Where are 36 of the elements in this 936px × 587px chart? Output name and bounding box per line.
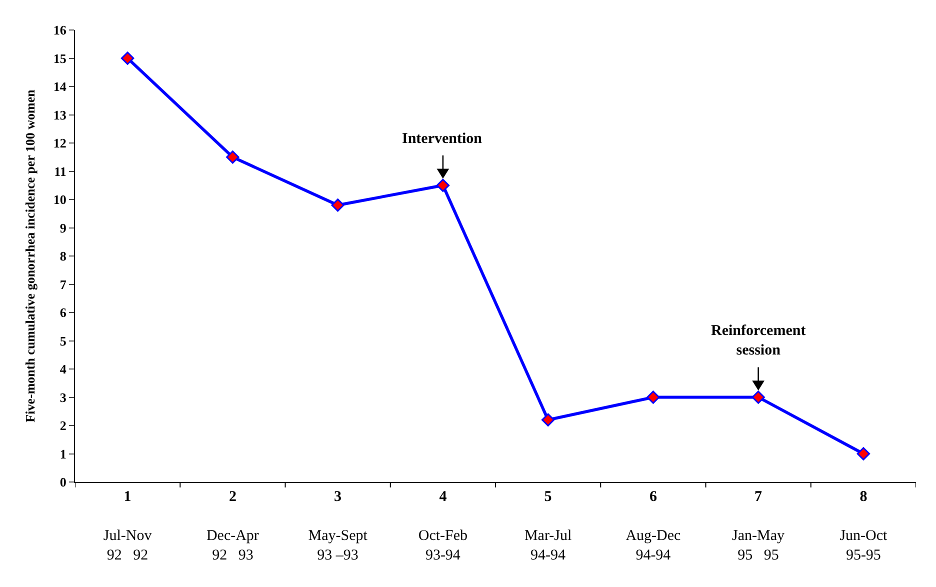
y-axis-title: Five-month cumulative gonorrhea incidence per 100 women xyxy=(22,88,38,422)
y-tick-label: 5 xyxy=(60,333,67,348)
y-tick-label: 10 xyxy=(53,192,66,208)
point xyxy=(436,178,450,192)
category-label: 6 Aug-Dec 94-94 xyxy=(626,489,681,564)
point xyxy=(120,52,134,65)
y-tick-label: 3 xyxy=(60,390,67,405)
y-tick-label: 4 xyxy=(60,362,67,377)
category-label: 7 Jan-May 95 95 xyxy=(732,489,785,564)
category-label: 4 Oct-Feb 93-94 xyxy=(418,489,468,564)
point xyxy=(646,390,660,404)
y-tick-label: 7 xyxy=(60,276,67,292)
y-tick-label: 12 xyxy=(53,136,66,151)
y-tick-label: 14 xyxy=(53,79,67,94)
y-tick-label: 16 xyxy=(53,22,67,38)
category-label: 8 Jun-Oct 95-95 xyxy=(840,489,888,564)
y-tick-label: 13 xyxy=(53,107,67,122)
point xyxy=(752,390,765,404)
point xyxy=(541,413,555,426)
category-label: 5 Mar-Jul 94-94 xyxy=(524,489,572,564)
category-label: 3 May-Sept 93 –93 xyxy=(308,489,368,564)
category-label: 1 Jul-Nov 92 92 xyxy=(103,489,152,564)
point xyxy=(856,447,870,460)
y-tick-label: 2 xyxy=(60,418,66,434)
y-tick-label: 0 xyxy=(60,474,66,490)
annotation: Reinforcement session xyxy=(711,323,806,358)
y-tick-label: 8 xyxy=(60,248,67,264)
annotation: Intervention xyxy=(402,131,483,147)
point xyxy=(331,198,344,212)
point xyxy=(226,150,240,164)
y-tick-label: 1 xyxy=(60,446,66,462)
y-tick-label: 9 xyxy=(60,220,67,236)
y-tick-label: 15 xyxy=(53,50,67,66)
y-tick-label: 11 xyxy=(54,164,66,179)
category-label: 2 Dec-Apr 92 93 xyxy=(206,489,259,564)
y-tick-label: 6 xyxy=(60,305,67,320)
